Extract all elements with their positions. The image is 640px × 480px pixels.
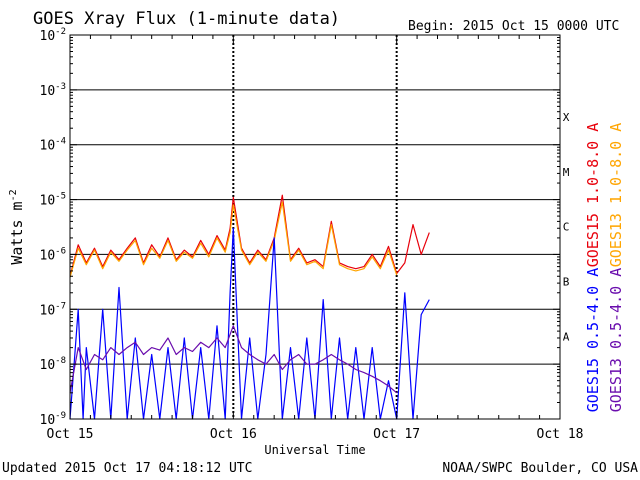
y-tick-label-7: 10-2 [40,27,67,44]
chart-title: GOES Xray Flux (1-minute data) [33,9,340,29]
y-tick-label-base: 10 [40,84,56,99]
y-tick-label-0: 10-9 [40,411,67,428]
flare-class-C: C [563,221,570,234]
x-axis-ticks: Oct 15 Oct 16 Oct 17 Oct 18 [47,35,584,442]
x-tick-label-0: Oct 15 [47,427,94,442]
x-axis-label: Universal Time [264,443,365,457]
y-tick-label-base: 10 [40,194,56,209]
y-tick-label-base: 10 [40,358,56,373]
flare-class-labels: A B C M X [563,111,570,343]
y-tick-label-4: 10-5 [40,192,67,209]
y-tick-label-exp: -2 [55,27,66,37]
y-tick-label-3: 10-6 [40,246,67,263]
flare-class-X: X [563,111,570,124]
y-tick-label-base: 10 [40,303,56,318]
y-tick-label-exp: -8 [55,356,66,366]
flare-class-M: M [563,166,570,179]
y-axis-label-text: Watts m [8,201,26,264]
y-tick-label-exp: -3 [55,82,66,92]
series-line-0 [69,194,430,277]
y-tick-label-exp: -6 [55,246,66,256]
y-tick-label-5: 10-4 [40,137,67,154]
x-tick-label-2: Oct 17 [373,427,420,442]
x-tick-label-3: Oct 18 [537,427,584,442]
y-axis-ticks: 10-910-810-710-610-510-410-310-2 [40,27,560,428]
y-tick-label-base: 10 [40,139,56,154]
y-tick-label-exp: -4 [55,137,66,147]
y-tick-label-base: 10 [40,29,56,44]
flare-class-A: A [563,330,570,343]
source-label: NOAA/SWPC Boulder, CO USA [442,461,638,476]
begin-label: Begin: 2015 Oct 15 0000 UTC [408,19,619,34]
y-tick-label-base: 10 [40,413,56,428]
y-axis-label-exponent: -2 [8,189,19,201]
series-lines [69,194,430,420]
legend: GOES15 1.0-8.0 A GOES13 1.0-8.0 A GOES15 0… [584,123,625,413]
y-tick-label-1: 10-8 [40,356,67,373]
y-tick-label-6: 10-3 [40,82,67,99]
y-tick-label-exp: -5 [55,192,66,202]
y-tick-label-2: 10-7 [40,301,67,318]
legend-entry-0: GOES15 1.0-8.0 A [584,123,602,268]
legend-entry-3: GOES13 0.5-4.0 A [607,268,625,413]
flare-class-B: B [563,276,570,289]
y-tick-label-base: 10 [40,248,56,263]
updated-timestamp: Updated 2015 Oct 17 04:18:12 UTC [2,461,252,476]
x-tick-label-1: Oct 16 [210,427,257,442]
series-line-3 [69,325,398,394]
y-tick-label-exp: -7 [55,301,66,311]
gridlines [70,89,560,365]
series-line-1 [69,201,398,278]
legend-entry-1: GOES13 1.0-8.0 A [607,123,625,268]
day-markers [232,35,398,419]
y-axis-label: Watts m-2 [8,189,26,264]
legend-entry-2: GOES15 0.5-4.0 A [584,268,602,413]
y-tick-label-exp: -9 [55,411,66,421]
